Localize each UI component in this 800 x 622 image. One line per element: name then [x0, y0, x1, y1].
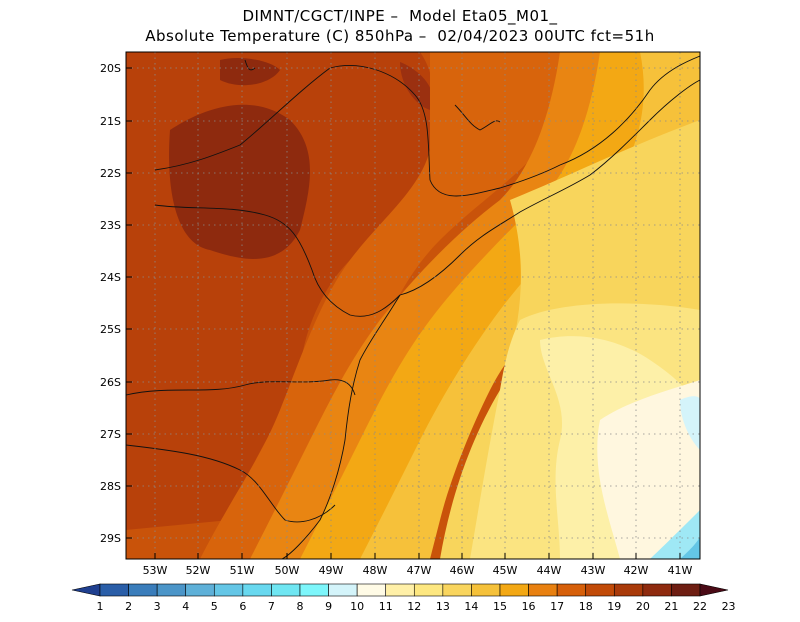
- lat-label: 25S: [100, 323, 121, 336]
- colorbar-swatch: [528, 583, 558, 597]
- colorbar: 1 2 3 4 5 6 7 8 9 10 11 12 13 14 15 16 17 18 19 20 21 22 23: [71, 583, 736, 613]
- colorbar-swatch: [299, 583, 329, 597]
- lon-label: 48W: [363, 564, 388, 577]
- colorbar-label: 3: [154, 600, 161, 613]
- colorbar-label: 22: [693, 600, 707, 613]
- lon-label: 50W: [275, 564, 300, 577]
- lon-labels: 53W 52W 51W 50W 49W 48W 47W 46W 45W 44W …: [143, 564, 693, 577]
- colorbar-swatch: [271, 583, 301, 597]
- state-border-sc-rs: [126, 444, 336, 523]
- lon-label: 43W: [581, 564, 606, 577]
- colorbar-swatch: [613, 583, 644, 597]
- temperature-field: [126, 52, 700, 559]
- colorbar-label: 8: [297, 600, 304, 613]
- colorbar-swatch: [556, 583, 587, 597]
- boundaries-layer: [126, 55, 700, 559]
- colorbar-swatch: [671, 583, 701, 597]
- colorbar-label: 4: [182, 600, 189, 613]
- lat-label: 26S: [100, 376, 121, 389]
- colorbar-swatch: [585, 583, 615, 597]
- lon-label: 46W: [450, 564, 475, 577]
- colorbar-label: 9: [325, 600, 332, 613]
- lon-label: 47W: [407, 564, 432, 577]
- colorbar-label: 19: [607, 600, 621, 613]
- temp-11-region: [597, 380, 700, 559]
- lon-label: 49W: [319, 564, 344, 577]
- coastline-north: [399, 79, 700, 296]
- lon-label: 44W: [537, 564, 562, 577]
- temp-7-patch-c: [680, 535, 700, 559]
- lat-label: 22S: [100, 167, 121, 180]
- lon-label: 42W: [624, 564, 649, 577]
- lat-label: 29S: [100, 532, 121, 545]
- lat-label: 24S: [100, 271, 121, 284]
- lon-label: 53W: [143, 564, 168, 577]
- colorbar-label: 16: [522, 600, 536, 613]
- colorbar-label: 1: [97, 600, 104, 613]
- colorbar-label: 2: [125, 600, 132, 613]
- colorbar-swatch-low-triangle: [71, 583, 101, 597]
- colorbar-label: 7: [268, 600, 275, 613]
- temp-21-core-c: [400, 62, 433, 110]
- border-fragment-a: [244, 59, 256, 71]
- lon-label: 41W: [668, 564, 693, 577]
- colorbar-swatch: [242, 583, 272, 597]
- colorbar-swatch: [413, 583, 444, 597]
- colorbar-label: 17: [550, 600, 564, 613]
- state-border-sp-pr: [154, 204, 401, 317]
- colorbar-label: 23: [722, 600, 736, 613]
- colorbar-swatch: [185, 583, 215, 597]
- colorbar-label: 11: [379, 600, 393, 613]
- coastline-south: [281, 294, 401, 559]
- grid-lines: [126, 52, 700, 559]
- lat-label: 28S: [100, 480, 121, 493]
- colorbar-swatch-high-triangle: [699, 583, 729, 597]
- colorbar-label: 20: [636, 600, 650, 613]
- colorbar-label: 12: [407, 600, 421, 613]
- colorbar-swatch: [356, 583, 387, 597]
- colorbar-swatch: [213, 583, 244, 597]
- colorbar-swatch: [328, 583, 358, 597]
- colorbar-swatch: [156, 583, 187, 597]
- temp-9-patch-b: [650, 510, 700, 559]
- lat-labels: 20S 21S 22S 23S 24S 25S 26S 27S 28S 29S: [100, 62, 121, 545]
- colorbar-label: 21: [664, 600, 678, 613]
- temp-21-core-b: [220, 58, 280, 86]
- colorbar-label: 18: [579, 600, 593, 613]
- colorbar-swatch: [442, 583, 472, 597]
- lon-label: 51W: [230, 564, 255, 577]
- colorbar-swatch: [499, 583, 529, 597]
- title-line-2: Absolute Temperature (C) 850hPa – 02/04/…: [145, 27, 655, 45]
- lat-label: 23S: [100, 219, 121, 232]
- title-line-1: DIMNT/CGCT/INPE – Model Eta05_M01_: [242, 7, 558, 25]
- colorbar-label: 13: [436, 600, 450, 613]
- temp-18-region: [200, 52, 580, 559]
- lon-label: 52W: [186, 564, 211, 577]
- colorbar-swatch: [642, 583, 672, 597]
- axis-ticks: [126, 67, 681, 559]
- colorbar-label: 5: [211, 600, 218, 613]
- temp-21-core-a: [169, 104, 310, 259]
- lat-label: 27S: [100, 428, 121, 441]
- colorbar-swatch: [385, 583, 415, 597]
- temp-10-patch-a: [680, 396, 700, 450]
- lat-label: 21S: [100, 115, 121, 128]
- colorbar-swatch: [128, 583, 158, 597]
- colorbar-swatch: [471, 583, 501, 597]
- state-border-sp-mg: [154, 55, 700, 197]
- lon-label: 45W: [493, 564, 518, 577]
- colorbar-label: 15: [493, 600, 507, 613]
- lat-label: 20S: [100, 62, 121, 75]
- colorbar-label: 14: [464, 600, 478, 613]
- colorbar-label: 6: [239, 600, 246, 613]
- colorbar-swatch: [99, 583, 129, 597]
- state-border-pr-sc: [126, 379, 356, 396]
- map-frame: [125, 51, 701, 560]
- colorbar-label: 10: [350, 600, 364, 613]
